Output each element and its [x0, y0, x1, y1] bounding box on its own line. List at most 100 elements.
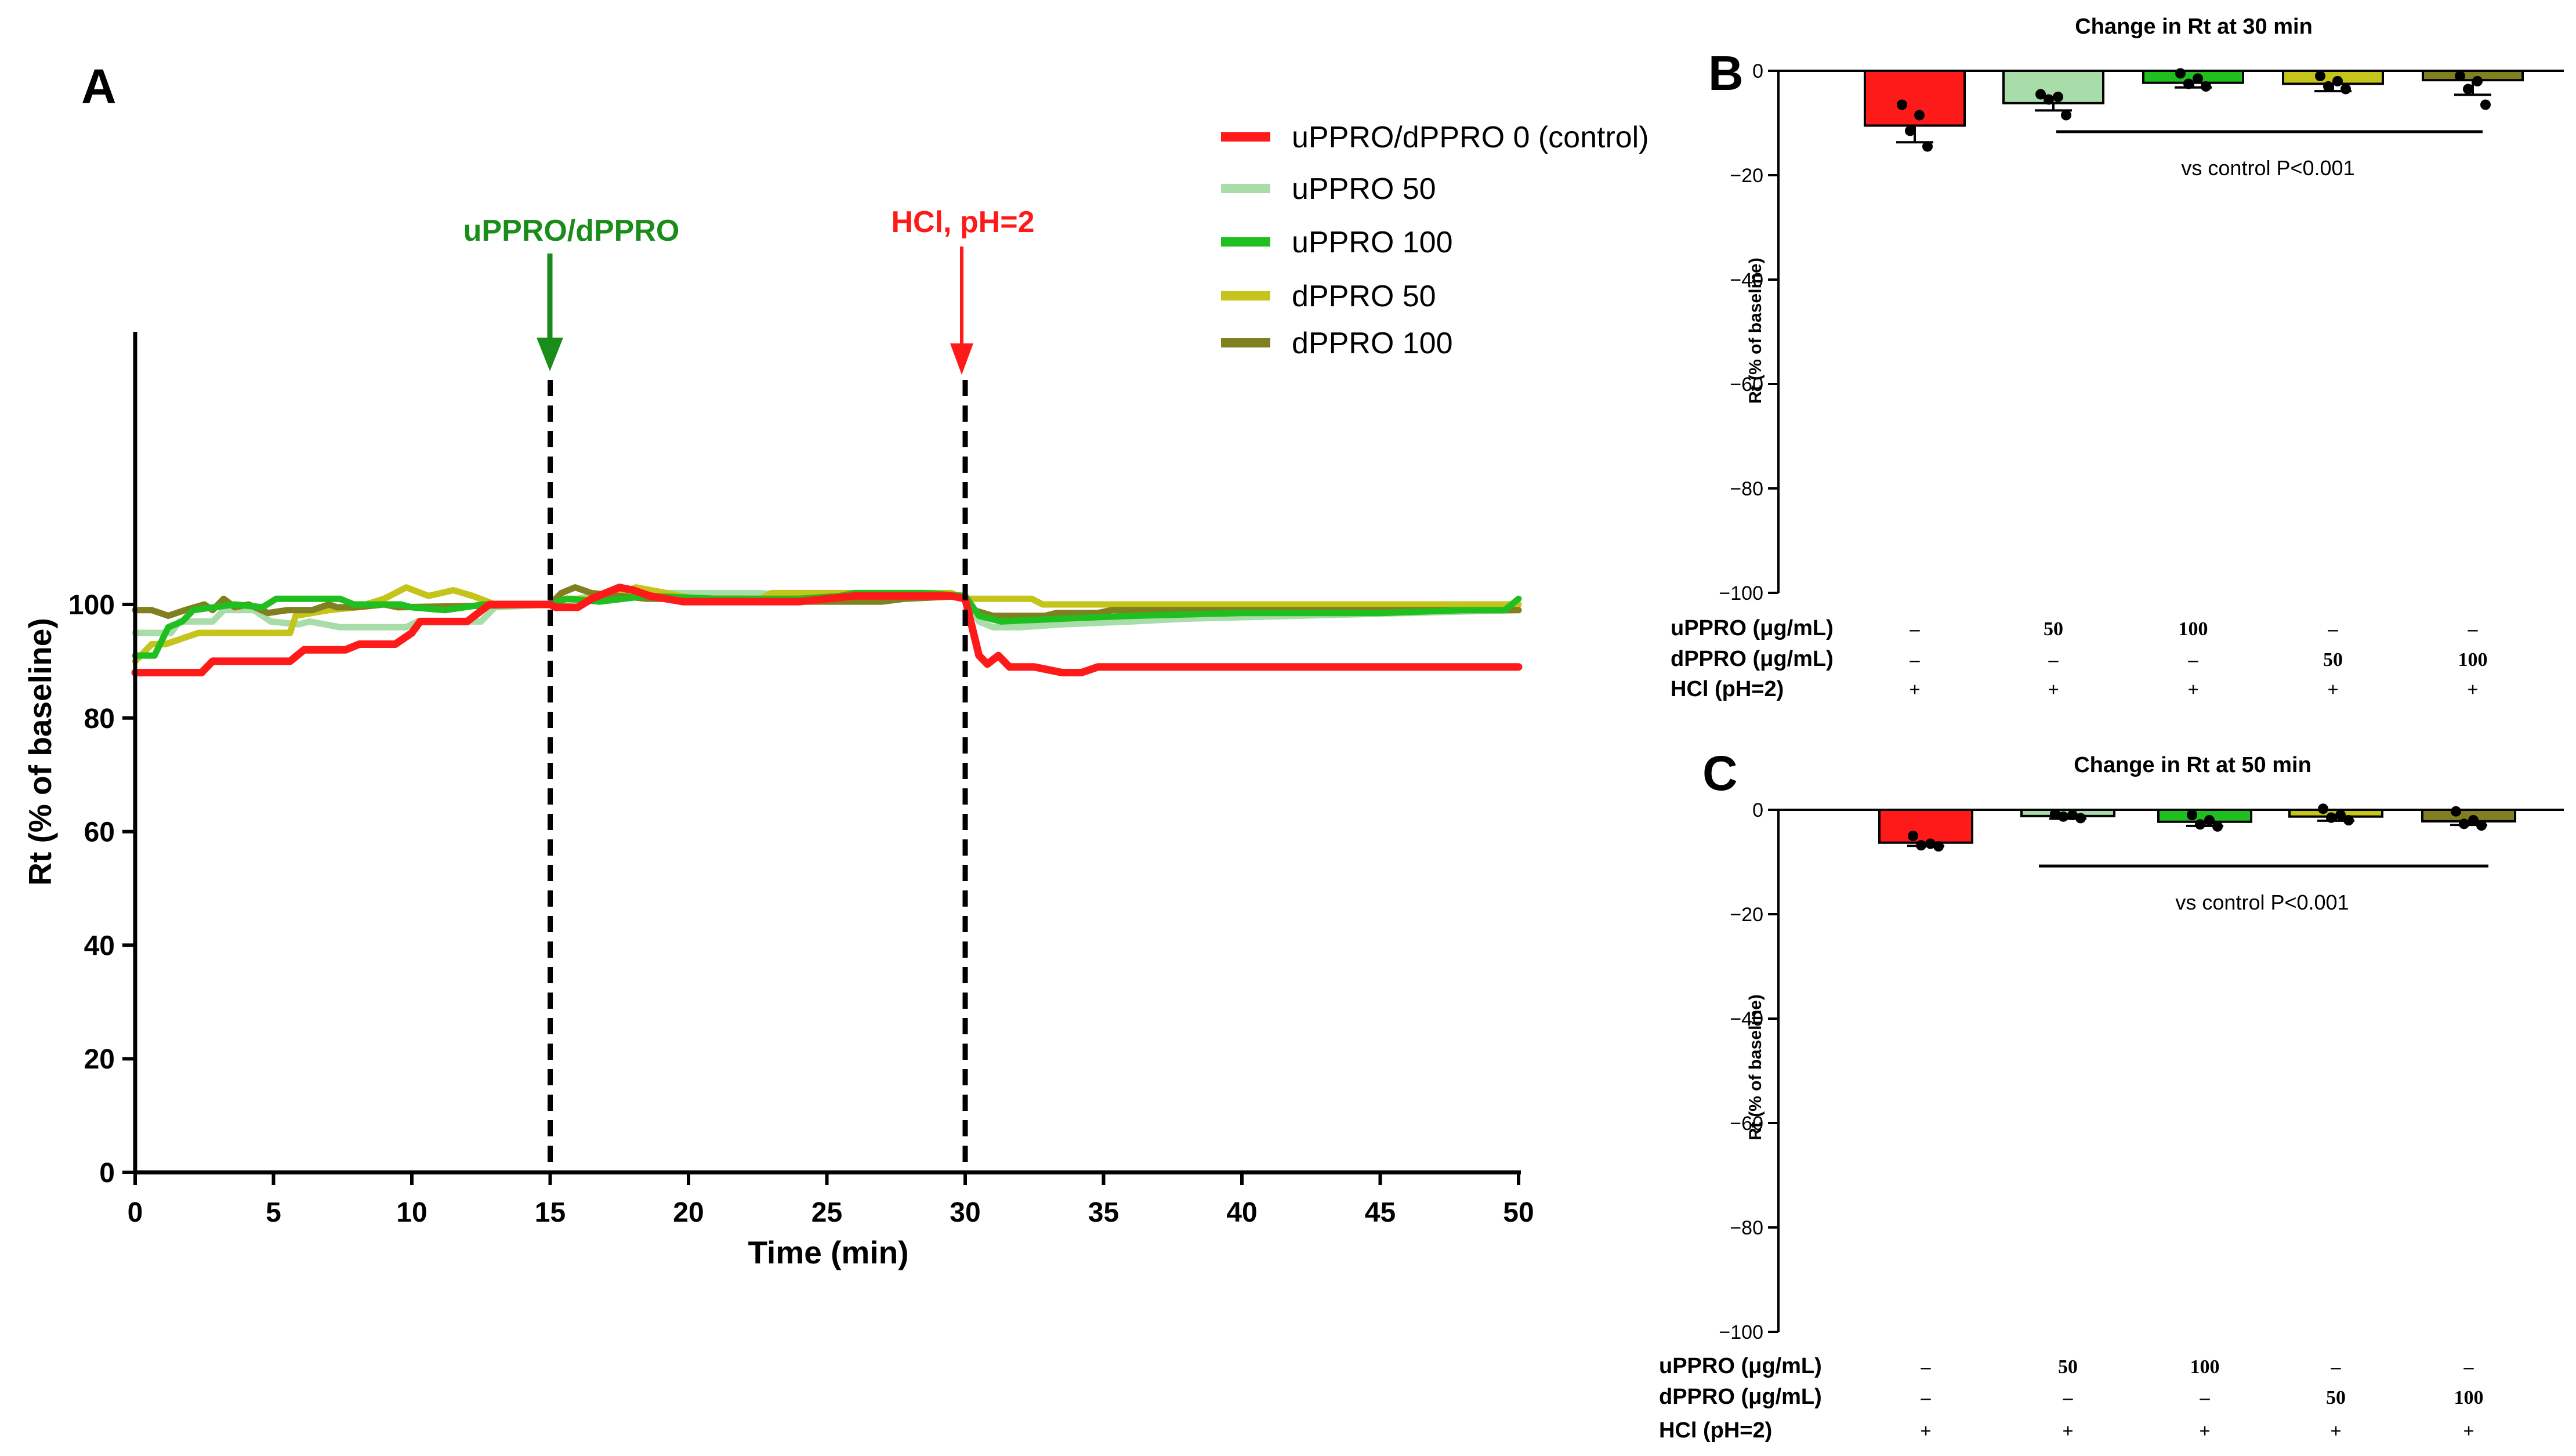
y-tick-label: 0 [99, 1158, 115, 1189]
panel-c-significance-text: vs control P<0.001 [2175, 890, 2349, 914]
condition-cell: – [1910, 618, 1921, 640]
panel-label-a: A [81, 59, 117, 114]
y-tick-label: 80 [84, 704, 115, 734]
panel-a-ticks: 0 5 10 15 20 25 30 35 40 45 50 0 20 40 60 80 100 [68, 590, 1534, 1228]
condition-cell: + [2467, 679, 2478, 701]
data-point [2451, 806, 2461, 817]
panel-a-legend: uPPRO/dPPRO 0 (control) uPPRO 50 uPPRO 1… [1221, 121, 1649, 360]
legend-label-dppro-50: dPPRO 50 [1292, 280, 1436, 313]
data-point [2183, 78, 2194, 89]
panel-b-significance: vs control P<0.001 [2056, 130, 2483, 180]
condition-cell: 50 [2323, 649, 2343, 671]
data-point [2204, 815, 2215, 825]
panel-c-plot: 0 −20 −40 −60 −80 −100 [1719, 799, 2564, 1343]
data-point [2459, 818, 2469, 830]
panel-a-y-axis-label: Rt (% of baseline) [22, 618, 58, 885]
data-point [2455, 71, 2465, 81]
condition-row-label: dPPRO (μg/mL) [1671, 647, 1834, 671]
x-tick-label: 45 [1365, 1197, 1396, 1228]
y-tick-label: −20 [1730, 904, 1763, 926]
data-point [2044, 94, 2054, 105]
panel-c-title: Change in Rt at 50 min [2074, 753, 2311, 777]
y-tick-label: 0 [1752, 60, 1763, 82]
condition-row-label: dPPRO (μg/mL) [1659, 1385, 1822, 1409]
data-point [2472, 76, 2483, 86]
y-tick-label: 60 [84, 817, 115, 848]
data-point [2476, 820, 2487, 831]
condition-cell: + [2187, 679, 2198, 701]
data-point [2061, 110, 2071, 121]
arrow-treatment-icon [537, 253, 563, 371]
condition-row-label: HCl (pH=2) [1671, 677, 1784, 701]
panel-a-axes [133, 332, 1521, 1175]
condition-cell: – [2063, 1387, 2074, 1408]
data-point [2323, 81, 2334, 92]
data-point [2053, 92, 2063, 102]
condition-cell: 50 [2326, 1387, 2346, 1408]
condition-cell: 100 [2190, 1356, 2220, 1378]
panel-b-bar-chart: Change in Rt at 30 min Rt (% of baseline… [1671, 15, 2564, 701]
data-point [1914, 110, 1925, 121]
condition-cell: + [2199, 1421, 2210, 1442]
panel-b-title: Change in Rt at 30 min [2075, 15, 2313, 39]
panel-b-plot: 0 −20 −40 −60 −80 −100 [1719, 60, 2564, 604]
data-point [1916, 840, 1926, 851]
condition-cell: – [2188, 649, 2199, 671]
y-tick-label: −100 [1719, 1321, 1763, 1343]
condition-cell: + [1909, 679, 1920, 701]
condition-cell: – [2048, 649, 2059, 671]
data-point [1922, 141, 1933, 152]
data-point [2343, 815, 2354, 825]
y-tick-label: −80 [1730, 478, 1763, 500]
data-point [2058, 811, 2068, 822]
x-tick-label: 25 [811, 1197, 842, 1228]
data-point [2463, 84, 2473, 95]
y-tick-label: −40 [1730, 1008, 1763, 1030]
panel-a-x-axis-label: Time (min) [748, 1234, 908, 1270]
condition-cell: + [2463, 1421, 2474, 1442]
data-point [2050, 809, 2060, 820]
data-point [2340, 84, 2351, 95]
panel-c-y-axis-label: Rt (% of baseline) [1746, 994, 1765, 1140]
x-tick-label: 10 [396, 1197, 427, 1228]
data-point [2468, 815, 2479, 825]
data-point [2212, 821, 2223, 832]
y-tick-label: 0 [1752, 799, 1763, 821]
condition-cell: – [2463, 1356, 2474, 1378]
condition-cell: 100 [2454, 1387, 2484, 1408]
y-tick-label: −60 [1730, 1113, 1763, 1135]
legend-label-dppro-100: dPPRO 100 [1292, 327, 1453, 360]
x-tick-label: 35 [1088, 1197, 1119, 1228]
panel-a-series [131, 584, 1523, 676]
panel-a-line-chart: 0 5 10 15 20 25 30 35 40 45 50 0 20 40 60 80 100 Time (m… [22, 121, 1649, 1270]
legend-label-uppro-100: uPPRO 100 [1292, 226, 1453, 259]
y-tick-label: 20 [84, 1044, 115, 1075]
panel-label-c: C [1702, 746, 1738, 801]
condition-cell: – [2331, 1356, 2342, 1378]
panel-c-significance: vs control P<0.001 [2039, 864, 2488, 914]
condition-cell: + [2330, 1421, 2341, 1442]
data-point [2332, 76, 2343, 86]
data-point [2315, 71, 2325, 81]
arrow-hcl-icon [950, 247, 973, 375]
x-tick-label: 5 [266, 1197, 281, 1228]
y-tick-label: 100 [68, 590, 115, 621]
y-tick-label: 40 [84, 930, 115, 961]
condition-cell: – [1910, 649, 1921, 671]
series-line-uppro-dppro-0-control [131, 584, 1523, 676]
panel-c-condition-table: uPPRO (μg/mL) – 50 100 – – dPPRO (μg/mL) – – – 50 1… [1659, 1354, 2484, 1443]
y-tick-label: −100 [1719, 582, 1763, 604]
condition-cell: + [2062, 1421, 2073, 1442]
panel-c-bar-chart: Change in Rt at 50 min Rt (% of baseline… [1659, 753, 2564, 1443]
bar-control [1878, 809, 1973, 844]
panel-b-y-axis-label: Rt (% of baseline) [1746, 258, 1765, 404]
y-tick-label: −80 [1730, 1217, 1763, 1239]
data-point [1897, 99, 1907, 110]
annotation-hcl: HCl, pH=2 [891, 205, 1034, 239]
data-point [2335, 810, 2346, 820]
condition-cell: – [1921, 1356, 1932, 1378]
data-point [2480, 99, 2491, 110]
data-point [2067, 810, 2078, 820]
